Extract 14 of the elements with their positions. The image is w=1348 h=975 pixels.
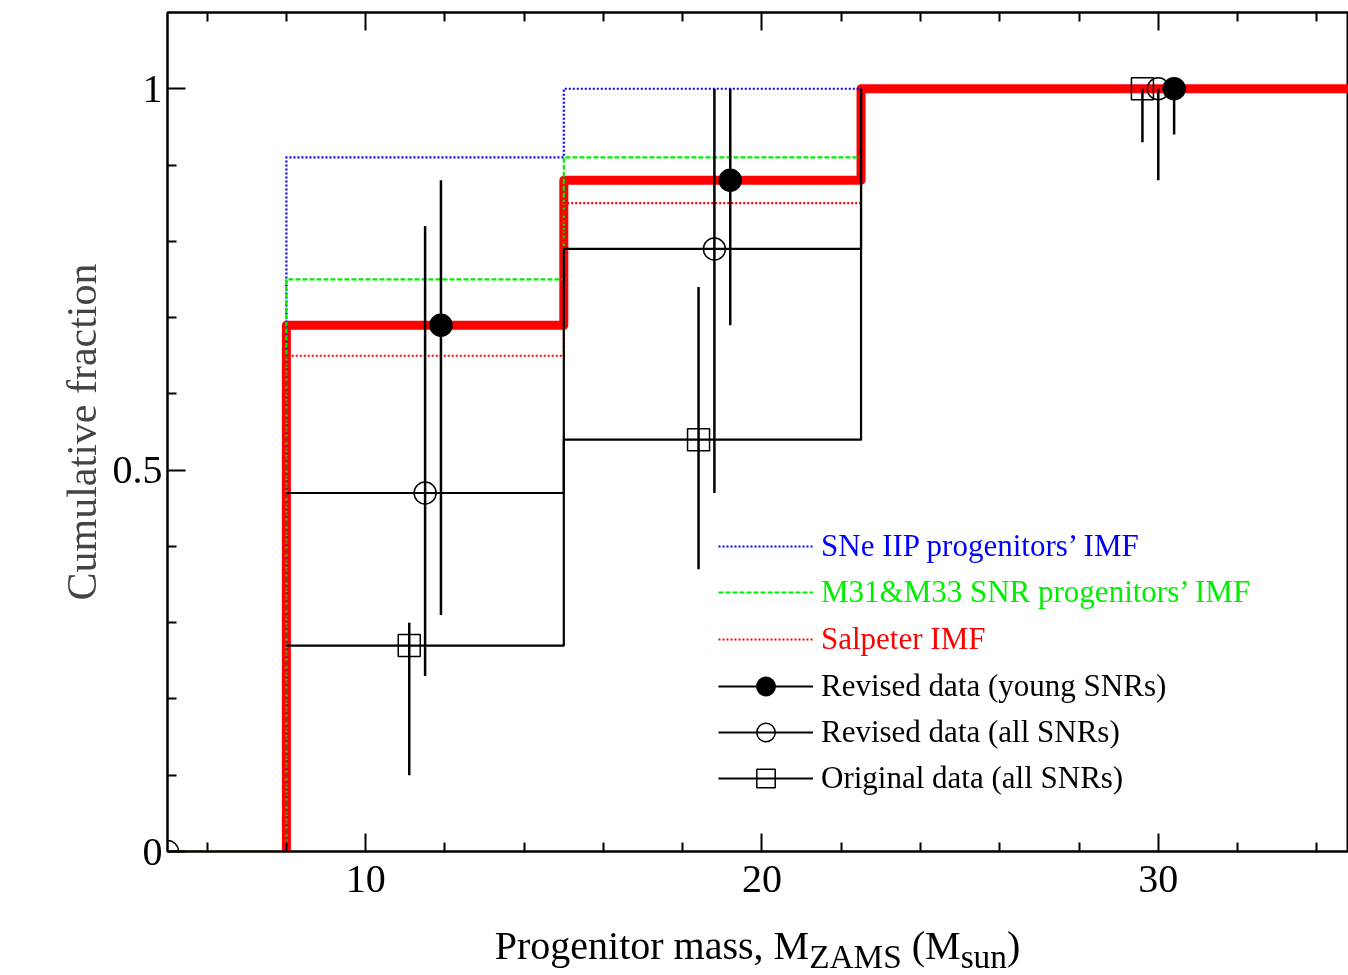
y-tick-label: 0.5 [112,447,163,493]
y-axis-title: Cumulative fraction [58,263,105,601]
legend-label: M31&M33 SNR progenitors’ IMF [821,573,1251,611]
x-axis-title: Progenitor mass, M$_{ZAMS}$ (M$_{sun}$) [494,923,1021,975]
x-tick-label: 20 [741,855,782,901]
legend-label: SNe IIP progenitors’ IMF [821,526,1139,565]
legend-label: Revised data (young SNRs) [821,667,1167,705]
y-tick-label: 0 [142,828,163,874]
y-tick-label: 1 [142,65,163,111]
legend-label: Original data (all SNRs) [821,759,1124,797]
legend-label: Revised data (all SNRs) [821,713,1120,751]
legend-label: Salpeter IMF [821,619,986,658]
x-tick-label: 10 [345,855,386,901]
x-tick-label: 30 [1138,855,1179,901]
